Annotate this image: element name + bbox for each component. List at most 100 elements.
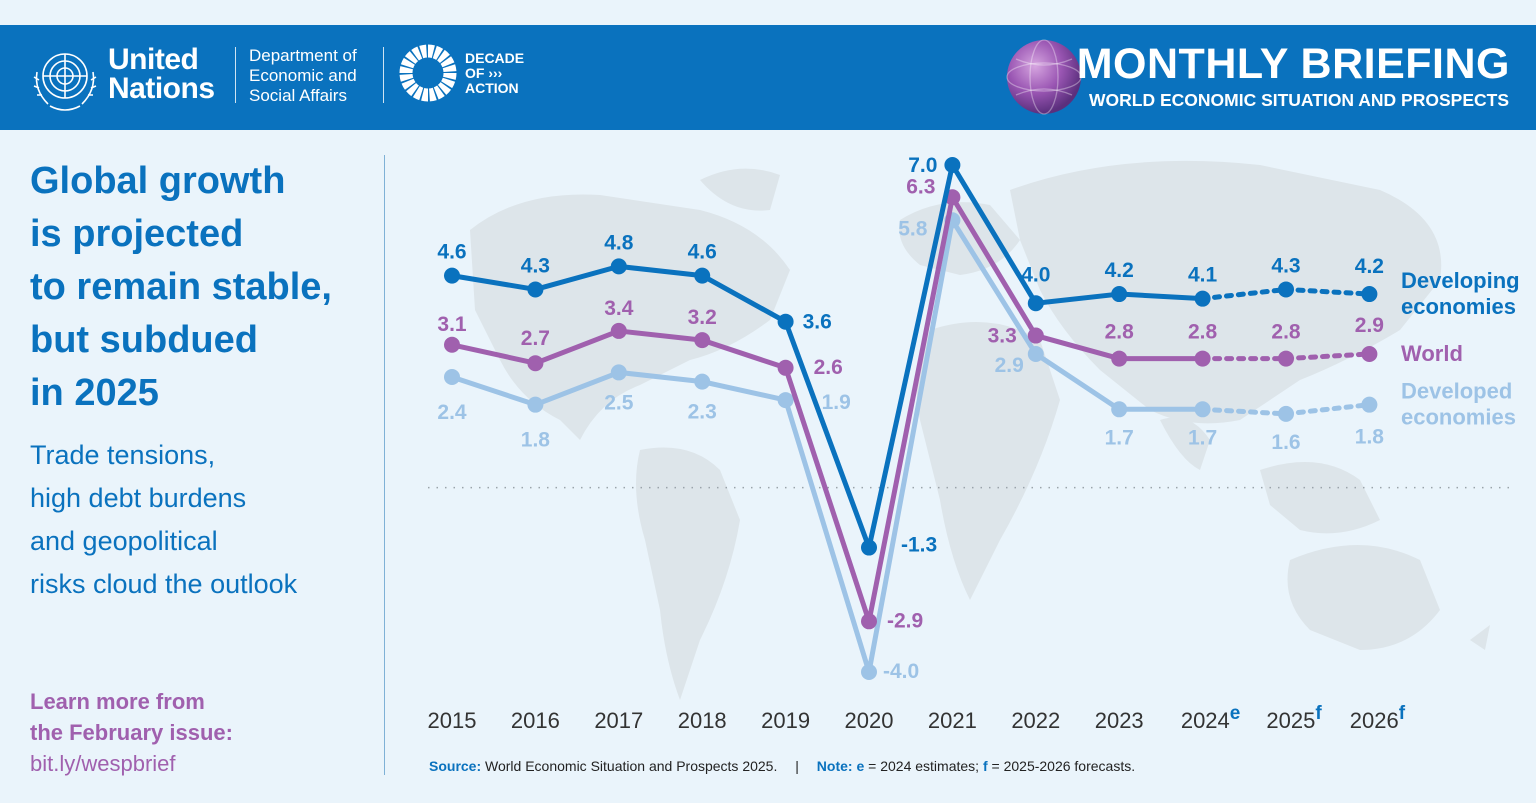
data-point [1278, 405, 1294, 422]
data-label: 4.0 [1021, 263, 1050, 286]
x-tick-superscript: f [1399, 703, 1406, 724]
data-point [1194, 290, 1211, 307]
series-line-actual [451, 162, 1203, 551]
data-point [1361, 345, 1378, 362]
data-point [1111, 350, 1128, 367]
x-tick-label: 2016 [511, 708, 560, 733]
headline-line: Global growth [30, 160, 286, 202]
data-label: 3.6 [803, 311, 832, 334]
headline-line: is projected [30, 213, 244, 255]
data-label: 1.8 [1355, 426, 1385, 449]
legend-entry: economies [1401, 294, 1516, 319]
header-divider-1 [235, 47, 236, 103]
x-tick-label: 2023 [1095, 708, 1144, 733]
data-label: 2.9 [1355, 314, 1384, 337]
data-point [694, 373, 711, 390]
legend-entry: Developed [1401, 379, 1512, 404]
data-point [777, 313, 794, 330]
globe-icon [1006, 39, 1082, 115]
data-point [694, 332, 711, 349]
x-tick-superscript: e [1230, 703, 1241, 724]
data-label: 4.2 [1355, 255, 1384, 278]
data-point [1111, 401, 1128, 418]
data-point [861, 613, 877, 630]
x-tick-label: 2024e [1181, 703, 1241, 733]
desa-wordmark: Department of Economic and Social Affair… [249, 46, 357, 106]
data-point [1194, 350, 1211, 367]
legend-entry: Developing [1401, 268, 1520, 293]
decade-line-1: DECADE [465, 50, 525, 66]
legend-entry: World [1401, 341, 1463, 366]
note-text-2: = 2025-2026 forecasts. [987, 758, 1136, 774]
data-label: 2.8 [1271, 321, 1301, 344]
data-point [1278, 350, 1294, 367]
data-label: 4.3 [1271, 254, 1300, 277]
x-tick-label: 2020 [845, 708, 894, 733]
data-label: 7.0 [908, 154, 937, 177]
data-point [1361, 286, 1378, 303]
org-line-1: United [108, 43, 199, 76]
learn-line-2: the February issue: [30, 720, 233, 745]
data-point [861, 539, 877, 556]
data-label: 1.7 [1188, 426, 1217, 449]
data-point [1111, 286, 1128, 303]
x-tick-label: 2015 [428, 708, 477, 733]
subhead-line: high debt burdens [30, 483, 247, 513]
data-label: 2.5 [604, 391, 634, 414]
data-label: 2.6 [814, 356, 843, 379]
source-text: World Economic Situation and Prospects 2… [481, 758, 778, 774]
data-label: 4.6 [688, 241, 717, 264]
learn-more-text: Learn more from the February issue: [30, 686, 233, 748]
data-label: 2.9 [995, 354, 1024, 377]
decade-of-action-wheel-icon [399, 44, 457, 102]
data-label: 2.8 [1188, 321, 1218, 344]
dept-line-2: Economic and [249, 66, 357, 85]
data-label: -2.9 [887, 609, 923, 632]
header-divider-2 [383, 47, 384, 103]
decade-line-2: OF ››› [465, 65, 503, 81]
data-label: -1.3 [901, 534, 937, 557]
data-point [1027, 295, 1044, 312]
data-point [777, 392, 794, 409]
data-label: 6.3 [906, 175, 935, 198]
brief-link[interactable]: bit.ly/wespbrief [30, 751, 176, 776]
data-point [861, 664, 877, 680]
x-tick-label: 2022 [1011, 708, 1060, 733]
note-text-1: = 2024 estimates; [864, 758, 983, 774]
headline-line: but subdued [30, 319, 258, 361]
note-label: Note: [816, 758, 853, 774]
monthly-briefing-title: MONTHLY BRIEFING [1076, 40, 1510, 88]
data-label: 4.3 [521, 254, 550, 277]
left-panel: Global growth is projected to remain sta… [30, 155, 375, 606]
data-point [694, 267, 711, 284]
data-label: 1.7 [1105, 426, 1134, 449]
x-tick-label: 2018 [678, 708, 727, 733]
headline-line: in 2025 [30, 372, 159, 414]
un-wordmark: United Nations [108, 43, 215, 104]
data-label: 3.2 [688, 306, 717, 329]
data-point [1278, 281, 1294, 298]
data-label: 4.2 [1105, 259, 1134, 282]
data-point [610, 364, 627, 381]
data-point [1194, 401, 1211, 418]
data-label: 2.3 [688, 401, 717, 424]
data-point [527, 396, 544, 413]
data-label: 2.8 [1105, 321, 1135, 344]
data-point [1027, 345, 1044, 362]
x-tick-label: 2026f [1350, 703, 1406, 733]
data-label: 3.3 [988, 325, 1017, 348]
source-label: Source: [429, 758, 482, 774]
data-point [444, 369, 460, 386]
data-point [610, 258, 627, 275]
x-tick-label: 2017 [594, 708, 643, 733]
data-point [610, 322, 627, 339]
x-tick-label: 2021 [928, 708, 977, 733]
data-point [527, 355, 544, 372]
data-label: 4.6 [437, 241, 466, 264]
top-margin [0, 0, 1536, 25]
data-label: 4.8 [604, 231, 634, 254]
data-label: 2.7 [521, 327, 550, 350]
headline: Global growth is projected to remain sta… [30, 155, 375, 420]
data-point [527, 281, 544, 298]
